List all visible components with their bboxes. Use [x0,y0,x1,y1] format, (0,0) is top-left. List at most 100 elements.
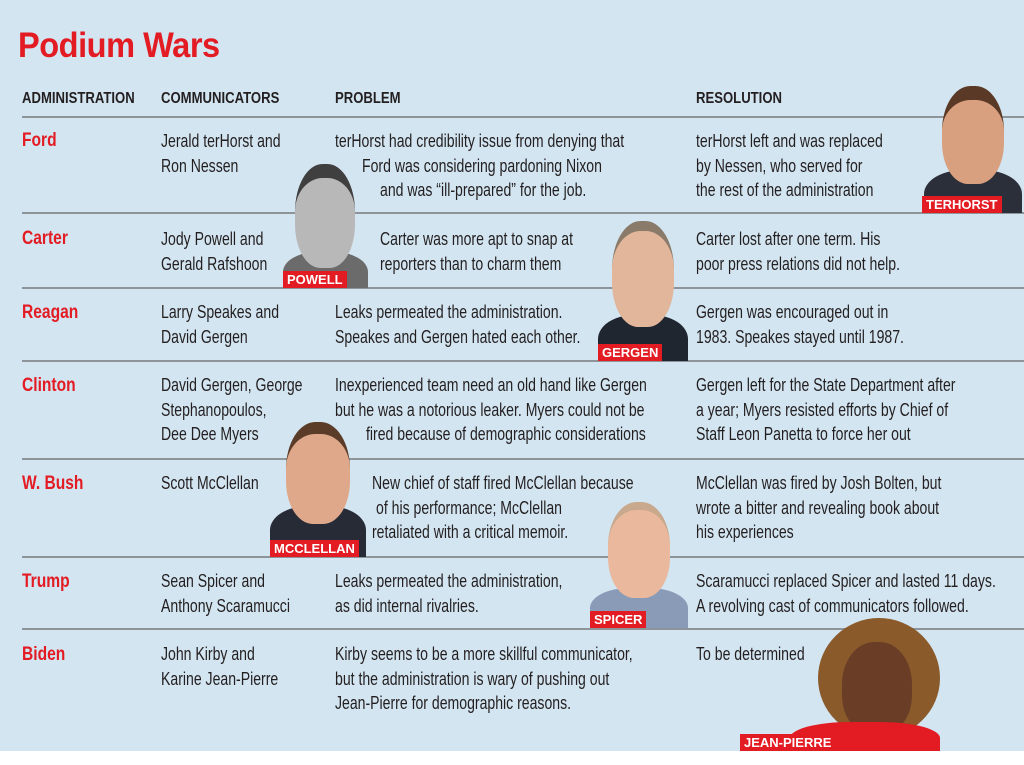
text-line: Kirby seems to be a more skillful commun… [335,643,633,664]
header-administration: ADMINISTRATION [22,90,135,107]
row-clinton-communicators: David Gergen, George Stephanopoulos, Dee… [161,373,347,447]
text-line: but the administration is wary of pushin… [335,667,610,689]
text-line: Gergen was encouraged out in [696,301,889,322]
text-line: Anthony Scaramucci [161,594,290,616]
text-line: John Kirby and [161,643,255,664]
photo-label: GERGEN [598,344,663,361]
row-clinton-resolution: Gergen left for the State Department aft… [696,373,1024,447]
text-line: retaliated with a critical memoir. [372,521,569,542]
photo-terhorst: TERHORST [922,78,1023,213]
text-line: as did internal rivalries. [335,594,479,616]
row-clinton-problem: Inexperienced team need an old hand like… [335,373,745,447]
text-line: Karine Jean-Pierre [161,667,279,689]
header-communicators: COMMUNICATORS [161,90,280,107]
row-wbush-communicators: Scott McClellan [161,471,290,496]
row-ford-communicators: Jerald terHorst and Ron Nessen [161,129,318,178]
photo-jean-pierre: JEAN-PIERRE [740,618,945,751]
text-line: McClellan was fired by Josh Bolten, but [696,472,942,493]
divider [22,360,1024,362]
text-line: Gergen left for the State Department aft… [696,374,956,395]
text-line: of his performance; McClellan [376,496,562,518]
photo-label: JEAN-PIERRE [740,734,836,751]
divider [22,458,1024,460]
text-line: Jean-Pierre for demographic reasons. [335,692,572,713]
text-line: the rest of the administration [696,179,874,200]
text-line: Larry Speakes and [161,301,280,322]
row-reagan-problem: Leaks permeated the administration. Spea… [335,300,658,349]
row-carter-problem: Carter was more apt to snap at reporters… [380,227,634,276]
text-line: poor press relations did not help. [696,252,901,274]
row-biden-problem: Kirby seems to be a more skillful commun… [335,642,727,716]
row-carter-communicators: Jody Powell and Gerald Rafshoon [161,227,301,276]
text-line: a year; Myers resisted efforts by Chief … [696,398,949,420]
row-clinton-administration: Clinton [22,375,76,396]
text-line: Inexperienced team need an old hand like… [335,374,647,395]
divider [22,116,1024,118]
divider [22,556,1024,558]
row-trump-resolution: Scaramucci replaced Spicer and lasted 11… [696,569,1024,618]
text-line: terHorst had credibility issue from deny… [335,130,625,151]
text-line: wrote a bitter and revealing book about [696,496,940,518]
text-line: David Gergen [161,325,248,347]
text-line: Jerald terHorst and [161,130,281,151]
text-line: Sean Spicer and [161,570,265,591]
photo-powell: POWELL [283,160,368,288]
photo-mcclellan: MCCLELLAN [270,418,366,557]
row-wbush-problem: New chief of staff fired McClellan becau… [372,471,716,545]
photo-label: TERHORST [922,196,1002,213]
row-wbush-resolution: McClellan was fired by Josh Bolten, but … [696,471,1019,545]
text-line: Leaks permeated the administration. [335,301,563,322]
text-line: Leaks permeated the administration, [335,570,563,591]
text-line: Scaramucci replaced Spicer and lasted 11… [696,570,996,591]
row-trump-problem: Leaks permeated the administration, as d… [335,569,634,618]
text-line: fired because of demographic considerati… [366,423,646,444]
text-line: To be determined [696,643,805,664]
row-carter-resolution: Carter lost after one term. His poor pre… [696,227,964,276]
text-line: Ford was considering pardoning Nixon [362,154,602,176]
header-problem: PROBLEM [335,90,401,107]
text-line: his experiences [696,521,794,542]
row-ford-problem: terHorst had credibility issue from deny… [335,129,715,203]
text-line: 1983. Speakes stayed until 1987. [696,325,904,347]
photo-label: POWELL [283,271,347,288]
row-biden-resolution: To be determined [696,642,839,667]
divider [22,212,1024,214]
row-biden-administration: Biden [22,644,66,665]
row-biden-communicators: John Kirby and Karine Jean-Pierre [161,642,315,691]
row-wbush-administration: W. Bush [22,473,84,494]
text-line: Scott McClellan [161,472,259,493]
text-line: and was “ill-prepared” for the job. [380,179,587,200]
text-line: terHorst left and was replaced [696,130,883,151]
page-title: Podium Wars [18,26,220,65]
divider [22,628,1024,630]
text-line: but he was a notorious leaker. Myers cou… [335,398,645,420]
row-reagan-resolution: Gergen was encouraged out in 1983. Speak… [696,300,970,349]
text-line: reporters than to charm them [380,252,562,274]
text-line: Carter was more apt to snap at [380,228,574,249]
photo-label: MCCLELLAN [270,540,359,557]
text-line: David Gergen, George [161,374,303,395]
row-trump-communicators: Sean Spicer and Anthony Scaramucci [161,569,331,618]
row-reagan-communicators: Larry Speakes and David Gergen [161,300,316,349]
text-line: Jody Powell and [161,228,264,249]
text-line: Stephanopoulos, [161,398,267,420]
row-reagan-administration: Reagan [22,302,79,323]
text-line: Speakes and Gergen hated each other. [335,325,581,347]
text-line: Carter lost after one term. His [696,228,881,249]
text-line: A revolving cast of communicators follow… [696,594,969,616]
text-line: Staff Leon Panetta to force her out [696,423,911,444]
text-line: by Nessen, who served for [696,154,863,176]
row-ford-resolution: terHorst left and was replaced by Nessen… [696,129,942,203]
photo-label: SPICER [590,611,647,628]
row-carter-administration: Carter [22,228,68,249]
text-line: Gerald Rafshoon [161,252,268,274]
text-line: Ron Nessen [161,154,239,176]
divider [22,287,1024,289]
text-line: New chief of staff fired McClellan becau… [372,472,634,493]
photo-spicer: SPICER [590,498,688,628]
photo-gergen: GERGEN [598,215,688,361]
header-resolution: RESOLUTION [696,90,783,107]
text-line: Dee Dee Myers [161,423,259,444]
row-ford-administration: Ford [22,130,57,151]
row-trump-administration: Trump [22,571,70,592]
